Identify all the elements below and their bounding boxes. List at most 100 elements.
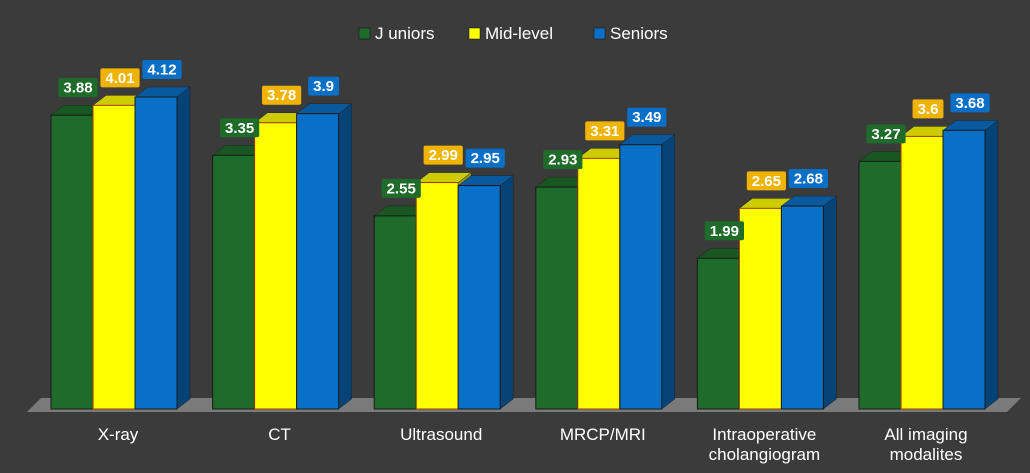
x-tick-label: MRCP/MRI [560,425,646,444]
bar-side [176,86,191,410]
data-label: 3.9 [308,76,340,96]
data-label-text: 3.78 [267,87,296,104]
data-label-bg [585,121,625,141]
bar [92,104,136,410]
bar-side [823,195,837,410]
data-label-bg [465,148,505,168]
legend-item: J uniors [358,24,435,43]
x-tick-label-line: Ultrasound [400,425,482,444]
data-label-text: 2.93 [548,152,577,169]
data-label-bg [912,99,944,119]
data-label-bg [627,107,667,127]
data-label-text: 3.88 [63,80,92,97]
data-label-bg [308,76,340,96]
bar [900,135,944,410]
x-tick-label-line: modalites [890,445,963,464]
data-label-bg [950,93,990,113]
bar [577,157,621,410]
x-tick-label: X-ray [98,425,139,444]
bar [858,160,902,410]
data-label: 2.95 [465,148,505,168]
legend-swatch [468,27,481,40]
data-label-bg [866,124,906,144]
bar [942,129,986,410]
legend-item: Mid-level [468,24,553,43]
bar [457,185,501,410]
data-label-bg [381,178,421,198]
bar-side [338,103,352,410]
legend-label: Mid-level [485,24,553,43]
bar [296,113,340,410]
x-tick-label-line: X-ray [98,425,139,444]
bar [619,144,663,410]
data-label-bg [58,78,98,98]
data-label-bg [543,150,583,170]
data-label-bg [142,60,182,79]
data-label-text: 2.95 [471,150,500,167]
data-label: 4.12 [142,60,182,79]
data-label-text: 4.12 [147,62,176,79]
legend: J uniors Mid-level Seniors [358,24,668,43]
data-label-bg [100,68,140,88]
bar [535,186,579,410]
x-tick-label: Ultrasound [400,425,482,444]
data-label-text: 3.31 [590,123,619,140]
x-tick-label-line: MRCP/MRI [560,425,646,444]
data-label-text: 1.99 [710,223,739,240]
data-label-text: 3.9 [313,78,334,95]
legend-swatch [358,27,371,40]
data-label-bg [746,171,786,191]
data-label-text: 3.35 [225,120,254,137]
data-label: 2.55 [381,178,421,198]
data-label-text: 2.65 [752,173,781,190]
data-label: 3.6 [912,99,944,119]
data-label: 2.93 [543,150,583,170]
data-label: 3.35 [220,118,260,138]
x-tick-label: CT [268,425,291,444]
data-label-bg [788,169,828,189]
bars-group [50,86,999,410]
data-label-text: 3.6 [918,101,939,118]
bar-side [984,119,999,410]
bar [373,215,417,410]
data-label: 4.01 [100,68,140,88]
data-label: 3.88 [58,78,98,98]
legend-item: Seniors [593,24,668,43]
bar [254,122,298,410]
x-tick-label-line: All imaging [884,425,967,444]
x-tick-label-line: CT [268,425,291,444]
data-label-bg [704,221,744,241]
bar-side [499,175,514,410]
data-label: 3.27 [866,124,906,144]
data-label-bg [220,118,260,138]
data-label-text: 3.68 [955,95,984,112]
data-label: 3.68 [950,93,990,113]
data-label: 2.68 [788,169,828,189]
data-label-text: 4.01 [105,70,134,87]
bar-side [661,134,676,410]
data-label-bg [262,85,302,105]
data-label-text: 3.27 [871,126,900,143]
data-label-text: 2.55 [387,180,416,197]
data-label: 2.65 [746,171,786,191]
data-label: 3.49 [627,107,667,127]
bar [780,205,824,410]
data-label-text: 2.99 [429,147,458,164]
bar [738,207,782,410]
x-tick-label-line: cholangiogram [709,445,821,464]
bar [134,96,178,410]
legend-label: Seniors [610,24,668,43]
data-label: 2.99 [423,145,463,165]
data-label-text: 3.49 [632,109,661,126]
data-label: 3.78 [262,85,302,105]
bar [415,182,459,410]
data-label: 3.31 [585,121,625,141]
data-labels-group: 3.88 4.01 4.12 3.35 3.78 3.9 2.55 2.99 2.95 2.93 3… [58,60,990,241]
bar [50,114,94,410]
x-tick-label-line: Intraoperative [712,425,816,444]
legend-swatch [593,27,606,40]
